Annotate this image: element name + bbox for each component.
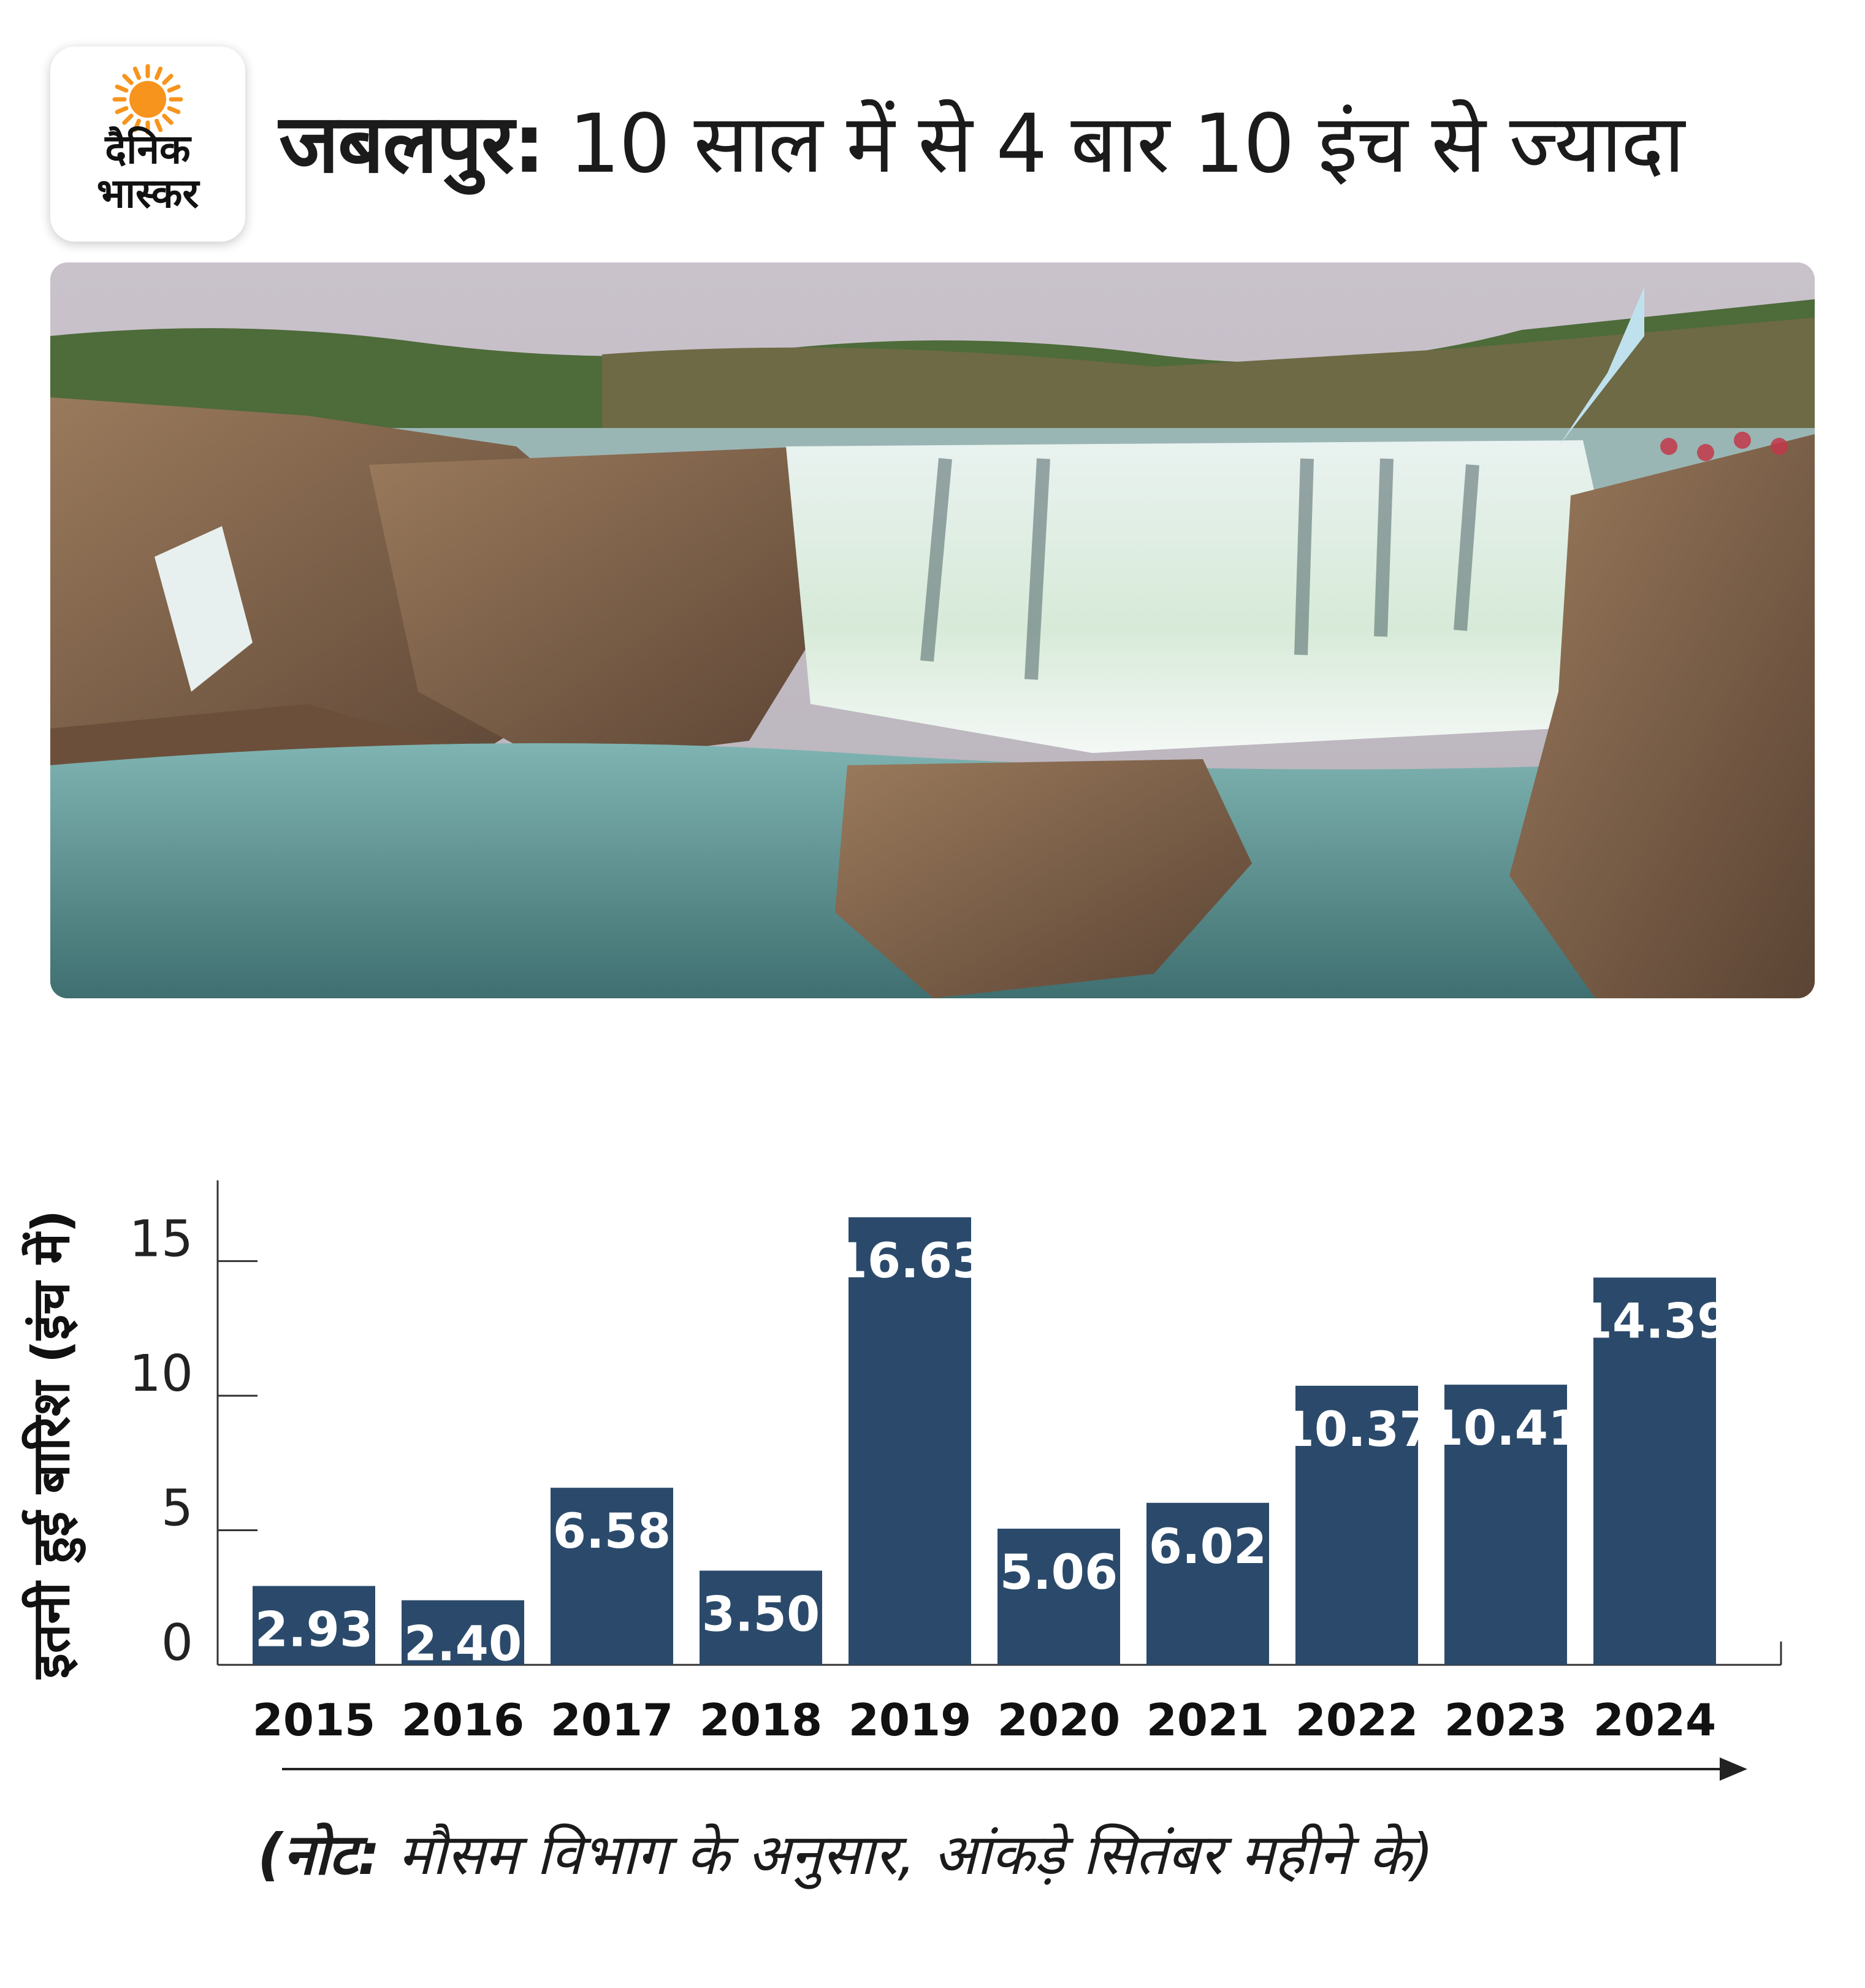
x-tick-label: 2020 (997, 1694, 1120, 1746)
title-text: 10 साल में से 4 बार 10 इंच से ज्यादा (544, 97, 1685, 191)
x-tick-label: 2017 (551, 1694, 673, 1746)
bar-2019 (849, 1217, 971, 1665)
bar-2020 (997, 1528, 1120, 1665)
bar-value-label: 6.02 (1149, 1520, 1267, 1575)
bar-value-label: 2.93 (255, 1602, 373, 1657)
bar-value-label: 10.37 (1281, 1402, 1433, 1458)
x-tick-label: 2019 (849, 1694, 971, 1746)
bar-value-label: 6.58 (553, 1504, 671, 1559)
logo-line-1: दैनिक (104, 126, 192, 173)
bar-value-label: 14.39 (1579, 1294, 1731, 1349)
x-tick-label: 2018 (700, 1694, 822, 1746)
timeline-arrow-head-icon (1720, 1757, 1747, 1781)
x-tick-label: 2024 (1593, 1694, 1716, 1746)
x-tick-label: 2022 (1295, 1694, 1418, 1746)
footnote: (नोट: मौसम विभाग के अनुसार, आंकड़े सितंब… (257, 1812, 1668, 1898)
bar-2016 (402, 1600, 524, 1665)
rainfall-bar-chart: 0 5 10 15 इतनी हुई बारिश (इंच में) 2.93 2015 2.… (0, 1122, 1865, 1815)
y-axis-title: इतनी हुई बारिश (इंच में) (21, 1210, 86, 1680)
bar-2018 (700, 1570, 822, 1665)
logo-graphic: दैनिक भास्कर (97, 64, 201, 217)
x-tick-label: 2015 (253, 1694, 375, 1746)
footnote-label: (नोट: (257, 1822, 381, 1887)
bar-2023 (1444, 1385, 1567, 1665)
y-tick-label: 0 (161, 1614, 193, 1672)
y-tick-label: 10 (129, 1345, 193, 1403)
dainik-bhaskar-logo: दैनिक भास्कर (50, 47, 245, 242)
waterfall-photo (50, 262, 1815, 998)
bar-2015 (253, 1586, 375, 1665)
x-tick-label: 2016 (402, 1694, 524, 1746)
bar-2022 (1295, 1385, 1418, 1665)
title-city: जबलपुर: (279, 97, 546, 191)
logo-line-2: भास्कर (97, 170, 201, 217)
y-tick-label: 5 (161, 1480, 193, 1538)
bar-2024 (1593, 1277, 1716, 1665)
bar-2017 (551, 1488, 673, 1665)
y-tick-label: 15 (129, 1210, 193, 1269)
bar-value-label: 3.50 (702, 1587, 820, 1642)
bar-value-label: 16.63 (834, 1234, 986, 1289)
bar-value-label: 5.06 (1000, 1545, 1118, 1600)
bar-value-label: 2.40 (404, 1617, 522, 1672)
page-title: जबलपुर: 10 साल में से 4 बार 10 इंच से ज्… (279, 92, 1848, 196)
bar-value-label: 10.41 (1430, 1401, 1582, 1456)
footnote-text: मौसम विभाग के अनुसार, आंकड़े सितंबर महीन… (380, 1822, 1434, 1887)
bar-2021 (1146, 1502, 1269, 1665)
x-tick-label: 2023 (1444, 1694, 1567, 1746)
sun-icon (112, 64, 183, 135)
x-tick-label: 2021 (1146, 1694, 1269, 1746)
